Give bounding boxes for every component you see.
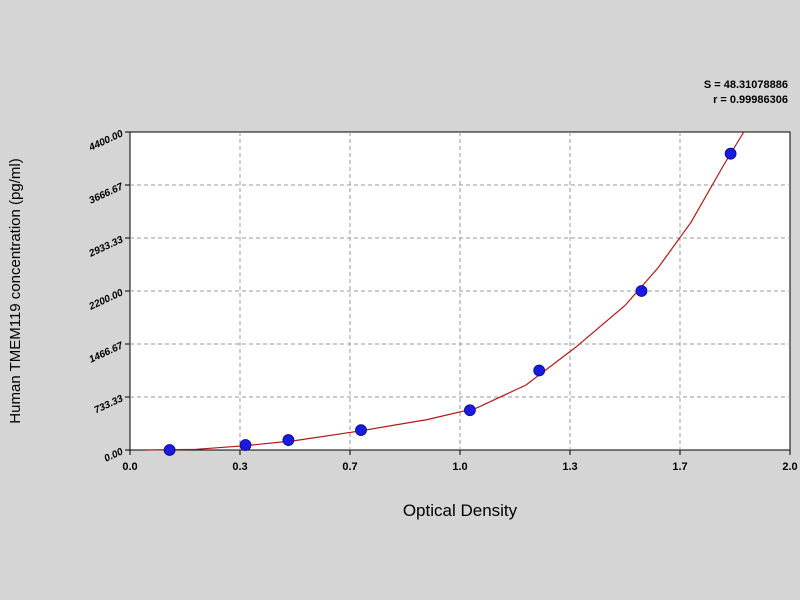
x-tick-label: 0.7 xyxy=(342,461,357,473)
data-point xyxy=(355,424,367,437)
data-points xyxy=(163,147,737,456)
x-axis-label: Optical Density xyxy=(403,501,518,520)
data-point xyxy=(463,404,476,417)
y-axis-label: Human TMEM119 concentration (pg/ml) xyxy=(7,158,24,423)
gridlines xyxy=(130,132,790,450)
s-value: S = 48.31078886 xyxy=(703,79,788,91)
x-tick-label: 1.7 xyxy=(672,461,687,473)
axes xyxy=(125,131,791,455)
x-tick-label: 1.3 xyxy=(562,461,577,473)
data-point xyxy=(239,439,252,451)
fit-curve xyxy=(146,131,745,451)
data-point xyxy=(635,285,648,297)
data-point xyxy=(533,364,546,377)
y-tick-label: 1466.67 xyxy=(88,340,126,365)
x-tick-label: 0.3 xyxy=(232,461,247,473)
x-tick-label: 1.0 xyxy=(452,461,467,473)
x-tick-label: 2.0 xyxy=(782,461,797,473)
x-tick-label: 0.0 xyxy=(122,461,137,473)
y-tick-label: 4400.00 xyxy=(87,128,126,154)
y-tick-label: 733.33 xyxy=(93,393,126,416)
data-point xyxy=(282,434,295,446)
x-tick-labels: 0.0 0.3 0.7 1.0 1.3 1.7 2.0 xyxy=(122,461,797,473)
y-tick-labels: 0.00733.331466.672200.002933.333666.6744… xyxy=(87,128,126,464)
y-tick-label: 2933.33 xyxy=(87,234,126,260)
y-tick-label: 3666.67 xyxy=(88,181,126,206)
fit-statistics: S = 48.31078886 r = 0.99986306 xyxy=(704,78,788,108)
data-point xyxy=(724,147,737,160)
y-tick-label: 2200.00 xyxy=(87,287,126,313)
r-value: r = 0.99986306 xyxy=(713,94,788,106)
data-point xyxy=(163,444,176,456)
